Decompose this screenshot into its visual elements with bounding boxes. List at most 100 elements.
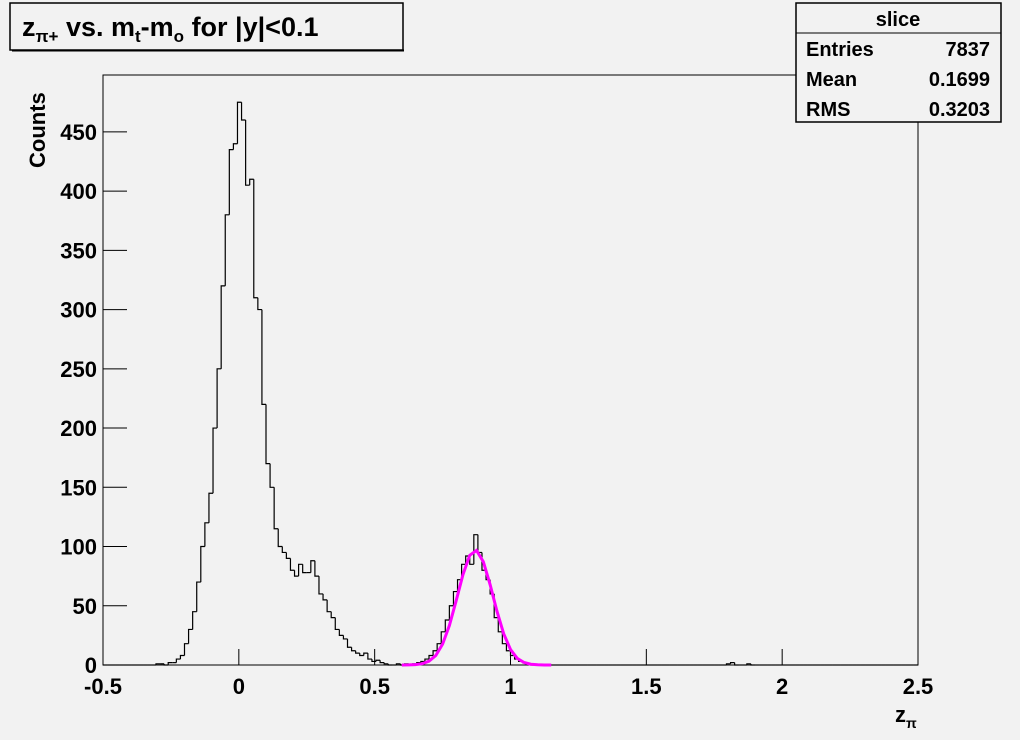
subscript: o — [174, 27, 184, 46]
histogram-bin — [750, 663, 755, 666]
histogram-bin — [432, 650, 438, 656]
histogram-bin — [240, 102, 246, 121]
histogram-bin — [183, 643, 189, 656]
histogram-bin — [155, 663, 161, 665]
histogram-bin — [501, 631, 507, 645]
histogram-bin — [212, 427, 218, 494]
histogram-bin — [346, 638, 352, 648]
histogram-bin — [338, 629, 344, 636]
histogram-bin — [245, 120, 250, 186]
histogram-bin — [330, 611, 336, 619]
histogram-bin — [420, 660, 425, 663]
y-tick-label: 50 — [73, 594, 97, 619]
y-tick-label: 450 — [60, 120, 97, 145]
histogram-bin — [249, 178, 254, 186]
stats-value: 0.3203 — [929, 99, 990, 121]
text-run: z — [895, 702, 906, 727]
histogram-bin — [187, 628, 193, 644]
histogram-bin — [746, 663, 751, 665]
histogram-bin — [375, 659, 381, 662]
text-run: -m — [141, 12, 174, 42]
y-tick-label: 200 — [60, 416, 97, 441]
histogram-bin — [379, 660, 385, 664]
histogram-bin — [497, 617, 503, 633]
subscript: π — [906, 715, 917, 731]
histogram-bin — [224, 214, 230, 286]
histogram-bin — [318, 576, 324, 595]
histogram-bin — [273, 487, 279, 530]
histogram-bin — [228, 149, 234, 215]
histogram-bin — [192, 611, 197, 630]
histogram-bin — [314, 560, 319, 577]
histogram-bin — [363, 652, 368, 656]
histogram-bin — [253, 179, 258, 299]
histogram-bin — [298, 563, 303, 577]
histogram-bin — [334, 617, 340, 631]
x-tick-label: 1 — [504, 674, 516, 699]
stats-frame — [795, 2, 1002, 123]
histogram-bin — [293, 570, 299, 577]
histogram-bin — [285, 552, 291, 559]
histogram-bin — [208, 492, 214, 523]
stats-title: slice — [876, 9, 920, 31]
histogram-bin — [383, 662, 389, 665]
text-run: vs. m — [58, 12, 135, 42]
histogram-bin — [302, 564, 307, 574]
histogram-bin — [428, 654, 434, 660]
histogram-bin — [452, 590, 458, 606]
histogram-bin — [387, 663, 393, 666]
histogram-bin — [444, 619, 450, 632]
histogram-bin — [371, 659, 377, 663]
histogram-bin — [204, 522, 209, 547]
stats-value: 0.1699 — [929, 69, 990, 91]
histogram-bin — [359, 653, 364, 657]
text-run: for |y|<0.1 — [184, 12, 318, 42]
x-tick-label: -0.5 — [84, 674, 122, 699]
histogram-bin — [734, 662, 739, 666]
x-axis-label: zπ — [895, 702, 917, 731]
histogram-bin — [179, 654, 185, 660]
histogram-bin — [725, 663, 731, 665]
histogram-bin — [167, 662, 173, 665]
histogram-bin — [509, 650, 515, 657]
histogram-bin — [326, 599, 332, 613]
histogram-bin — [322, 593, 328, 601]
histogram-bin — [350, 647, 356, 652]
histogram-bin — [436, 643, 442, 651]
title-box — [9, 2, 404, 51]
x-tick-label: 0.5 — [359, 674, 390, 699]
histogram-bin — [310, 560, 315, 573]
subscript: t — [135, 27, 141, 46]
histogram-bin — [355, 650, 360, 654]
histogram-bin — [220, 285, 226, 369]
x-tick-label: 1.5 — [631, 674, 662, 699]
x-tick-label: 2 — [776, 674, 788, 699]
y-axis-label: Counts — [25, 92, 50, 168]
histogram-bin — [236, 101, 242, 144]
histogram-bin — [216, 368, 222, 429]
text-run: z — [22, 12, 36, 42]
histogram-bin — [163, 663, 169, 666]
histogram-bin — [448, 605, 454, 620]
histogram-bin — [269, 463, 275, 488]
y-tick-label: 350 — [60, 238, 97, 263]
histogram-bin — [265, 404, 271, 465]
subscript: π+ — [36, 27, 59, 46]
y-tick-label: 0 — [85, 653, 97, 678]
histogram-bin — [277, 528, 283, 548]
histogram-bin — [232, 143, 238, 150]
histogram-bin — [424, 658, 429, 662]
y-tick-label: 400 — [60, 179, 97, 204]
histogram-bin — [257, 297, 262, 311]
stats-label: Mean — [806, 69, 857, 91]
histogram-bin — [289, 558, 295, 571]
x-tick-label: 0 — [233, 674, 245, 699]
y-tick-label: 300 — [60, 298, 97, 323]
histogram-bin — [729, 662, 735, 664]
stats-value: 7837 — [946, 39, 991, 61]
histogram-bin — [175, 658, 181, 663]
histogram-bin — [200, 545, 205, 583]
histogram-bin — [281, 546, 287, 554]
